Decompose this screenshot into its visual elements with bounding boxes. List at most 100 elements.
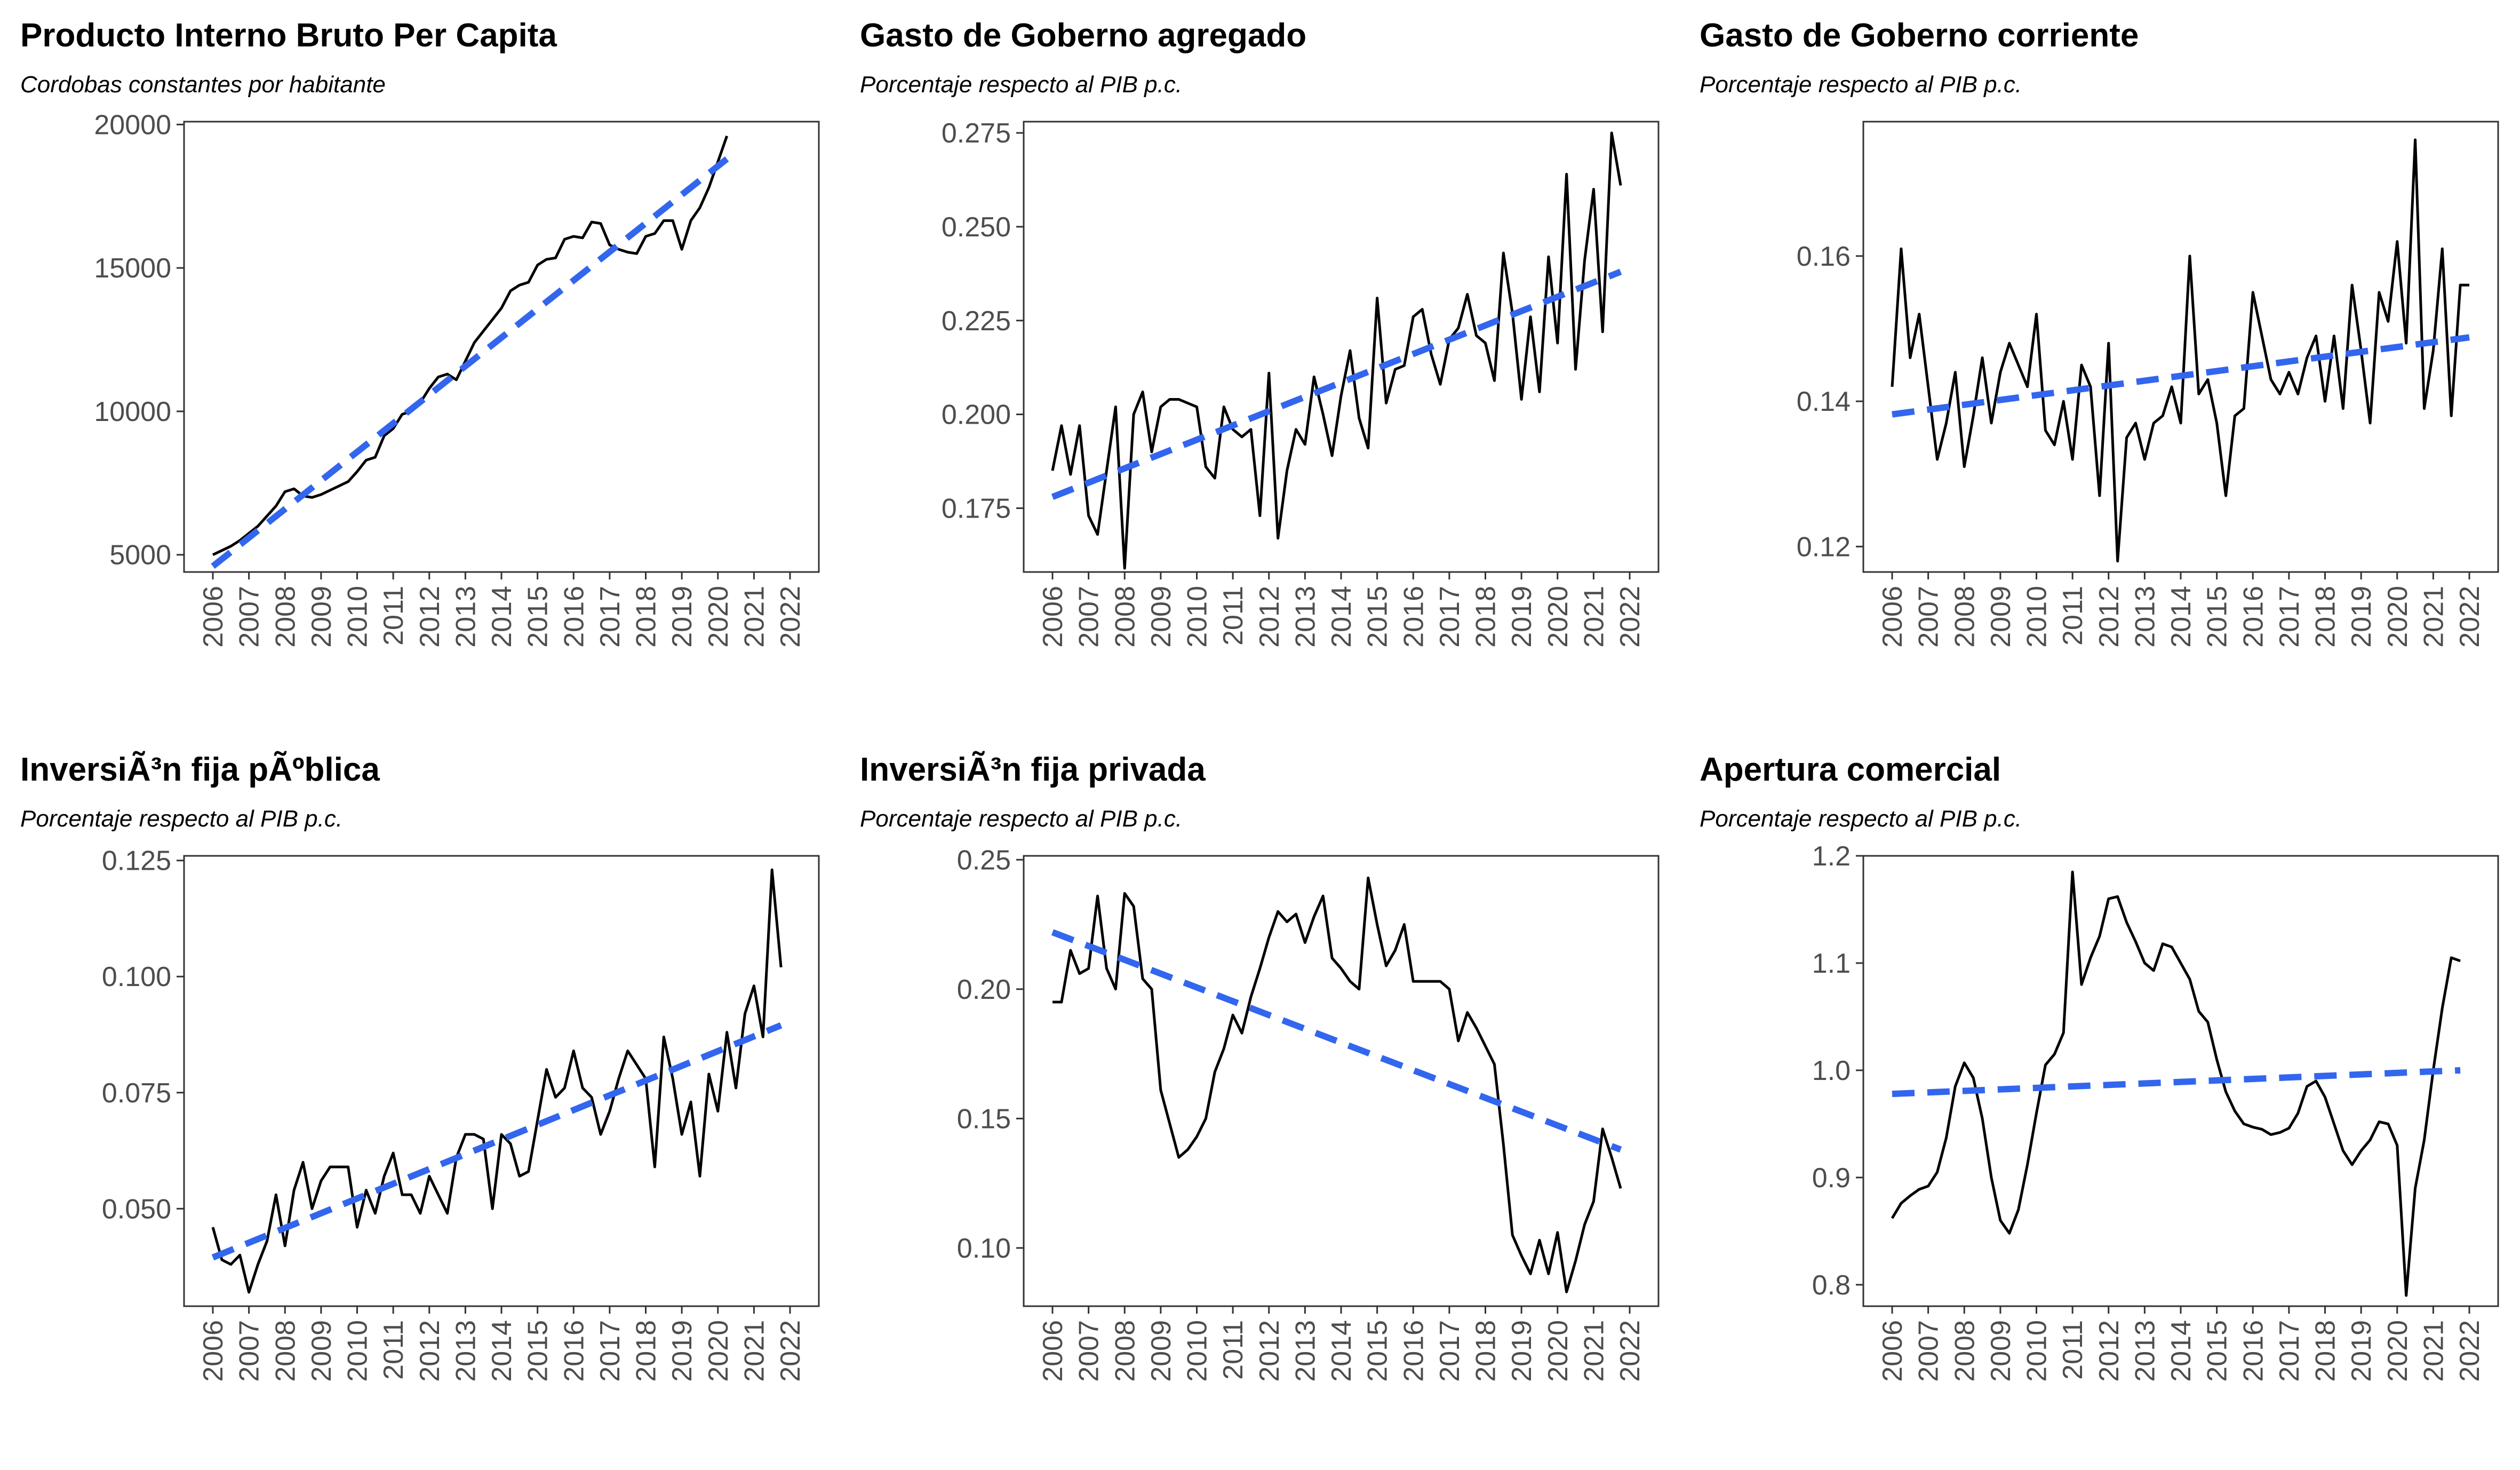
x-tick-label: 2010 — [1182, 1320, 1213, 1382]
x-tick-label: 2017 — [1434, 1320, 1465, 1382]
x-tick-label: 2007 — [1074, 1320, 1105, 1382]
y-tick-label: 0.200 — [942, 400, 1011, 431]
y-tick-label: 0.15 — [957, 1103, 1011, 1134]
x-tick-label: 2022 — [775, 1320, 806, 1382]
y-tick-label: 1.0 — [1812, 1055, 1851, 1086]
x-tick-label: 2016 — [2238, 586, 2269, 648]
x-tick-label: 2006 — [1038, 586, 1068, 648]
trend-line — [1051, 268, 1622, 500]
x-tick-label: 2011 — [1218, 586, 1249, 646]
chart-title: Gasto de Goberno agregado — [860, 17, 1306, 54]
y-tick-label: 0.125 — [102, 846, 171, 877]
x-tick-label: 2011 — [1218, 1320, 1249, 1380]
plot-area: 0.12 0.14 0.16 2006 2007 2008 2009 2010 2011 2012… — [1797, 121, 2499, 648]
x-tick-label: 2020 — [1543, 586, 1574, 648]
trend-line — [211, 156, 729, 569]
x-tick-label: 2009 — [1146, 1320, 1177, 1382]
x-tick-label: 2009 — [306, 586, 337, 648]
x-tick-label: 2020 — [2382, 1320, 2413, 1382]
x-tick-label: 2010 — [342, 1320, 373, 1382]
x-tick-label: 2021 — [739, 1320, 770, 1382]
x-tick-label: 2012 — [414, 586, 445, 648]
y-tick-label: 20000 — [94, 109, 171, 140]
y-tick-label: 0.20 — [957, 974, 1011, 1005]
plot-border — [1023, 121, 1660, 573]
x-tick-label: 2019 — [667, 586, 698, 648]
x-tick-label: 2015 — [523, 1320, 554, 1382]
x-tick-label: 2022 — [2454, 586, 2485, 648]
x-tick-label: 2013 — [1290, 586, 1321, 648]
x-tick-label: 2012 — [2094, 586, 2125, 648]
x-tick-label: 2016 — [1398, 1320, 1429, 1382]
x-tick-label: 2022 — [1615, 586, 1646, 648]
x-tick-label: 2007 — [234, 586, 265, 648]
x-tick-label: 2016 — [2238, 1320, 2269, 1382]
y-tick-label: 0.14 — [1797, 386, 1851, 417]
x-tick-label: 2016 — [559, 586, 589, 648]
panel-apertura-comercial: Apertura comercial Porcentaje respecto a… — [1700, 751, 2499, 1382]
x-tick-label: 2010 — [2022, 586, 2053, 648]
chart-title: InversiÃ³n fija privada — [860, 751, 1206, 788]
series-line — [1051, 131, 1622, 570]
x-tick-label: 2009 — [1985, 1320, 2016, 1382]
x-tick-label: 2013 — [450, 1320, 481, 1382]
y-tick-label: 0.100 — [102, 962, 171, 992]
x-tick-label: 2007 — [234, 1320, 265, 1382]
plot-area: 0.050 0.075 0.100 0.125 2006 2007 2008 2009 2010… — [102, 846, 820, 1382]
trend-line — [1892, 1067, 2461, 1098]
plot-border — [1023, 855, 1660, 1307]
x-tick-label: 2006 — [1877, 1320, 1908, 1382]
x-tick-label: 2015 — [1362, 586, 1393, 648]
x-tick-label: 2014 — [487, 586, 517, 648]
y-tick-label: 0.25 — [957, 845, 1011, 876]
panel-gasto-gobierno-corriente: Gasto de Goberno corriente Porcentaje re… — [1700, 17, 2499, 648]
chart-title: InversiÃ³n fija pÃºblica — [20, 751, 380, 788]
x-tick-label: 2019 — [1506, 1320, 1537, 1382]
chart-subtitle: Porcentaje respecto al PIB p.c. — [1700, 71, 2022, 98]
chart-title: Gasto de Goberno corriente — [1700, 17, 2139, 54]
y-tick-label: 5000 — [109, 540, 171, 571]
y-tick-label: 0.175 — [942, 493, 1011, 524]
x-tick-label: 2008 — [1110, 1320, 1141, 1382]
x-tick-label: 2013 — [2130, 1320, 2160, 1382]
y-tick-label: 1.2 — [1812, 841, 1851, 872]
x-tick-label: 2020 — [703, 1320, 734, 1382]
series-line — [1891, 870, 2461, 1297]
x-tick-label: 2012 — [2094, 1320, 2125, 1382]
x-tick-label: 2007 — [1074, 586, 1105, 648]
x-tick-label: 2006 — [1877, 586, 1908, 648]
series-line — [212, 136, 729, 557]
x-tick-label: 2006 — [198, 1320, 229, 1382]
x-tick-label: 2013 — [2130, 586, 2160, 648]
series-line — [211, 868, 783, 1294]
x-tick-label: 2019 — [2346, 1320, 2377, 1382]
x-tick-label: 2022 — [2454, 1320, 2485, 1382]
x-tick-label: 2015 — [523, 586, 554, 648]
chart-subtitle: Porcentaje respecto al PIB p.c. — [860, 806, 1182, 832]
x-tick-label: 2011 — [2058, 1320, 2088, 1380]
x-tick-label: 2014 — [2166, 586, 2197, 648]
y-tick-label: 1.1 — [1812, 948, 1851, 979]
x-tick-label: 2015 — [2202, 586, 2233, 648]
trend-line — [1051, 929, 1622, 1153]
x-tick-label: 2020 — [1543, 1320, 1574, 1382]
y-tick-label: 0.9 — [1812, 1163, 1851, 1194]
x-tick-label: 2011 — [378, 586, 409, 646]
x-tick-label: 2015 — [2202, 1320, 2233, 1382]
x-tick-label: 2020 — [2382, 586, 2413, 648]
x-tick-label: 2007 — [1913, 1320, 1944, 1382]
x-tick-label: 2006 — [1038, 1320, 1068, 1382]
series-line — [1891, 138, 2469, 563]
x-tick-label: 2015 — [1362, 1320, 1393, 1382]
x-tick-label: 2014 — [2166, 1320, 2197, 1382]
y-tick-label: 15000 — [94, 253, 171, 284]
panel-gasto-gobierno-agregado: Gasto de Goberno agregado Porcentaje res… — [860, 17, 1660, 648]
x-tick-label: 2018 — [631, 1320, 662, 1382]
trend-line — [211, 1022, 783, 1261]
chart-title: Apertura comercial — [1700, 751, 2001, 788]
x-tick-label: 2011 — [2058, 586, 2088, 646]
y-tick-label: 0.12 — [1797, 531, 1851, 562]
x-tick-label: 2016 — [1398, 586, 1429, 648]
series-line — [1052, 876, 1622, 1293]
